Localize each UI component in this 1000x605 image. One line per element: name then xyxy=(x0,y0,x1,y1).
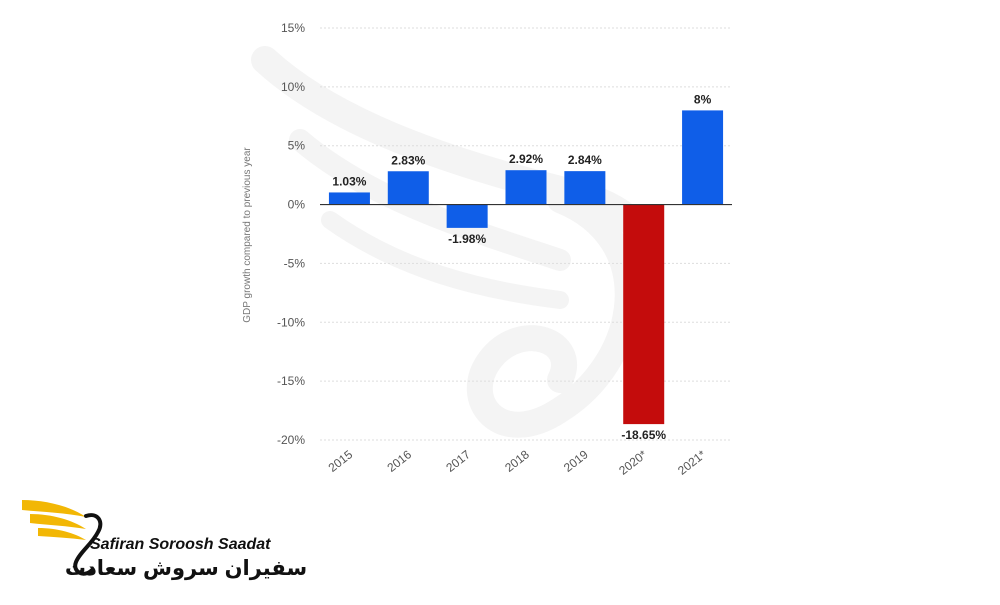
y-tick-label: -10% xyxy=(277,315,305,329)
bar xyxy=(505,170,547,205)
y-axis-title: GDP growth compared to previous year xyxy=(242,147,253,323)
y-tick-label: 5% xyxy=(288,139,306,153)
y-tick-label: -5% xyxy=(284,256,306,270)
data-label: 2.92% xyxy=(509,152,543,166)
bar xyxy=(328,192,370,205)
x-tick-label: 2019 xyxy=(561,447,591,475)
y-tick-label: 15% xyxy=(281,21,305,35)
logo-swan-icon xyxy=(73,513,103,576)
y-tick-label: -20% xyxy=(277,433,305,447)
bar xyxy=(623,204,665,425)
logo-wing-icon xyxy=(22,500,86,540)
x-tick-label: 2018 xyxy=(502,447,532,475)
data-labels: 1.03% 2.83% -1.98% 2.92% 2.84% -18.65% 8% xyxy=(332,92,711,442)
data-label: -1.98% xyxy=(448,232,486,246)
data-label: 8% xyxy=(694,92,712,106)
y-tick-label: -15% xyxy=(277,374,305,388)
grid-layer xyxy=(320,27,732,441)
company-logo: Safiran Soroosh Saadat سفیران سروش سعادت xyxy=(22,500,307,580)
logo-wing-feather xyxy=(30,514,86,529)
bar xyxy=(564,171,606,205)
data-label: 2.83% xyxy=(391,153,425,167)
data-label: -18.65% xyxy=(621,428,666,442)
y-tick-label: 0% xyxy=(288,198,306,212)
bars xyxy=(328,110,724,425)
y-tick-label: 10% xyxy=(281,80,305,94)
logo-text-fa: سفیران سروش سعادت xyxy=(65,557,307,580)
logo-wing-feather xyxy=(38,528,86,540)
x-tick-label: 2020* xyxy=(616,447,650,478)
x-tick-label: 2016 xyxy=(384,447,414,475)
bar xyxy=(446,204,488,228)
logo-text-en: Safiran Soroosh Saadat xyxy=(90,536,271,553)
data-label: 2.84% xyxy=(568,153,602,167)
bar xyxy=(682,110,724,205)
x-tick-label: 2021* xyxy=(675,447,709,478)
x-axis: 2015 2016 2017 2018 2019 2020* 2021* xyxy=(326,447,709,478)
data-label: 1.03% xyxy=(332,174,366,188)
logo-wing-feather xyxy=(22,500,86,517)
x-tick-label: 2017 xyxy=(443,447,473,475)
x-tick-label: 2015 xyxy=(326,447,356,475)
bar xyxy=(387,171,429,205)
y-axis: 15% 10% 5% 0% -5% -10% -15% -20% xyxy=(277,21,305,447)
